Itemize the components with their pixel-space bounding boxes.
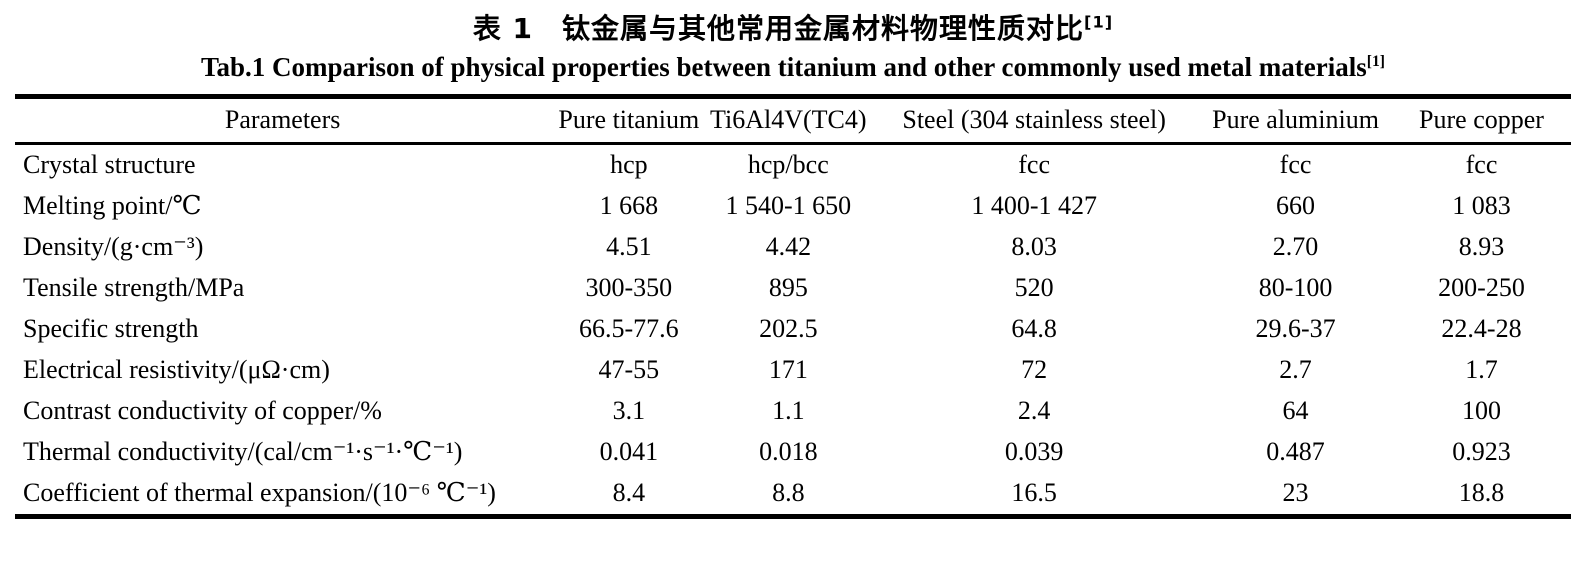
citation-ref-chinese: [1]: [1084, 12, 1114, 32]
value-cell: 660: [1276, 191, 1316, 221]
value-cell: 0.041: [599, 437, 659, 467]
table-title-english: Tab.1 Comparison of physical properties …: [0, 52, 1586, 83]
table-row: Specific strength 66.5-77.6 202.5 64.8 2…: [15, 309, 1571, 350]
value-cell: 8.4: [612, 478, 646, 508]
param-cell: Thermal conductivity/(cal/cm⁻¹·s⁻¹·℃⁻¹): [23, 437, 463, 467]
value-cell: 1 083: [1452, 191, 1511, 221]
value-cell: 29.6-37: [1255, 314, 1336, 344]
value-cell: 1 668: [599, 191, 659, 221]
table-titles: 表 1 钛金属与其他常用金属材料物理性质对比[1] Tab.1 Comparis…: [0, 0, 1586, 83]
param-cell: Melting point/℃: [23, 191, 202, 221]
table-row: Thermal conductivity/(cal/cm⁻¹·s⁻¹·℃⁻¹) …: [15, 432, 1571, 473]
table-row: Coefficient of thermal expansion/(10⁻⁶ ℃…: [15, 473, 1571, 517]
value-cell: 16.5: [1011, 478, 1057, 508]
value-cell: 64: [1282, 396, 1309, 426]
value-cell: 8.8: [772, 478, 805, 508]
value-cell: fcc: [1465, 150, 1498, 180]
value-cell: fcc: [1018, 150, 1051, 180]
value-cell: 3.1: [612, 396, 646, 426]
value-cell: 1 540-1 650: [725, 191, 852, 221]
value-cell: 80-100: [1258, 273, 1333, 303]
value-cell: 4.51: [606, 232, 652, 262]
value-cell: 0.018: [759, 437, 818, 467]
value-cell: 2.4: [1017, 396, 1051, 426]
value-cell: 1.1: [772, 396, 805, 426]
table-row: Electrical resistivity/(μΩ·cm) 47-55 171…: [15, 350, 1571, 391]
col-header-steel: Steel (304 stainless steel): [902, 105, 1166, 135]
param-cell: Coefficient of thermal expansion/(10⁻⁶ ℃…: [23, 478, 496, 508]
value-cell: 64.8: [1011, 314, 1057, 344]
table-title-chinese: 表 1 钛金属与其他常用金属材料物理性质对比[1]: [0, 12, 1586, 45]
table-title-english-text: Tab.1 Comparison of physical properties …: [200, 52, 1367, 83]
value-cell: 18.8: [1458, 478, 1505, 508]
col-header-pure-titanium: Pure titanium: [558, 105, 700, 135]
param-cell: Crystal structure: [23, 150, 196, 180]
value-cell: 22.4-28: [1441, 314, 1522, 344]
param-cell: Specific strength: [23, 314, 199, 344]
col-header-pure-aluminium: Pure aluminium: [1212, 105, 1379, 135]
value-cell: hcp/bcc: [747, 150, 829, 180]
value-cell: 100: [1462, 396, 1501, 426]
col-header-ti6al4v: Ti6Al4V(TC4): [710, 105, 867, 135]
col-header-parameters: Parameters: [224, 105, 341, 135]
value-cell: 171: [768, 355, 808, 385]
value-cell: 0.923: [1452, 437, 1511, 467]
value-cell: 66.5-77.6: [579, 314, 679, 344]
properties-table: Parameters Pure titanium Ti6Al4V(TC4) St…: [15, 94, 1571, 520]
value-cell: 202.5: [759, 314, 818, 344]
value-cell: 4.42: [765, 232, 812, 262]
value-cell: fcc: [1279, 150, 1312, 180]
value-cell: 8.93: [1458, 232, 1505, 262]
table-row: Crystal structure hcp hcp/bcc fcc fcc fc…: [15, 144, 1571, 187]
value-cell: hcp: [610, 150, 648, 180]
value-cell: 8.03: [1011, 232, 1057, 262]
param-cell: Contrast conductivity of copper/%: [23, 396, 382, 426]
table-row: Density/(g·cm⁻³) 4.51 4.42 8.03 2.70 8.9…: [15, 227, 1571, 268]
citation-ref-english: [1]: [1366, 53, 1385, 71]
value-cell: 200-250: [1438, 273, 1525, 303]
value-cell: 0.039: [1004, 437, 1064, 467]
table-row: Melting point/℃ 1 668 1 540-1 650 1 400-…: [15, 186, 1571, 227]
value-cell: 2.7: [1279, 355, 1312, 385]
param-cell: Density/(g·cm⁻³): [23, 232, 204, 262]
param-cell: Tensile strength/MPa: [23, 273, 245, 303]
table-row: Contrast conductivity of copper/% 3.1 1.…: [15, 391, 1571, 432]
param-cell: Electrical resistivity/(μΩ·cm): [23, 355, 330, 385]
value-cell: 72: [1021, 355, 1048, 385]
table-row: Tensile strength/MPa 300-350 895 520 80-…: [15, 268, 1571, 309]
table-title-chinese-text: 表 1 钛金属与其他常用金属材料物理性质对比: [472, 12, 1085, 45]
value-cell: 1.7: [1465, 355, 1498, 385]
value-cell: 895: [768, 273, 808, 303]
col-header-pure-copper: Pure copper: [1419, 105, 1544, 135]
value-cell: 0.487: [1266, 437, 1325, 467]
value-cell: 1 400-1 427: [971, 191, 1097, 221]
value-cell: 23: [1282, 478, 1309, 508]
value-cell: 520: [1014, 273, 1054, 303]
value-cell: 300-350: [585, 273, 673, 303]
value-cell: 47-55: [598, 355, 660, 385]
header-row: Parameters Pure titanium Ti6Al4V(TC4) St…: [15, 97, 1571, 144]
value-cell: 2.70: [1272, 232, 1319, 262]
